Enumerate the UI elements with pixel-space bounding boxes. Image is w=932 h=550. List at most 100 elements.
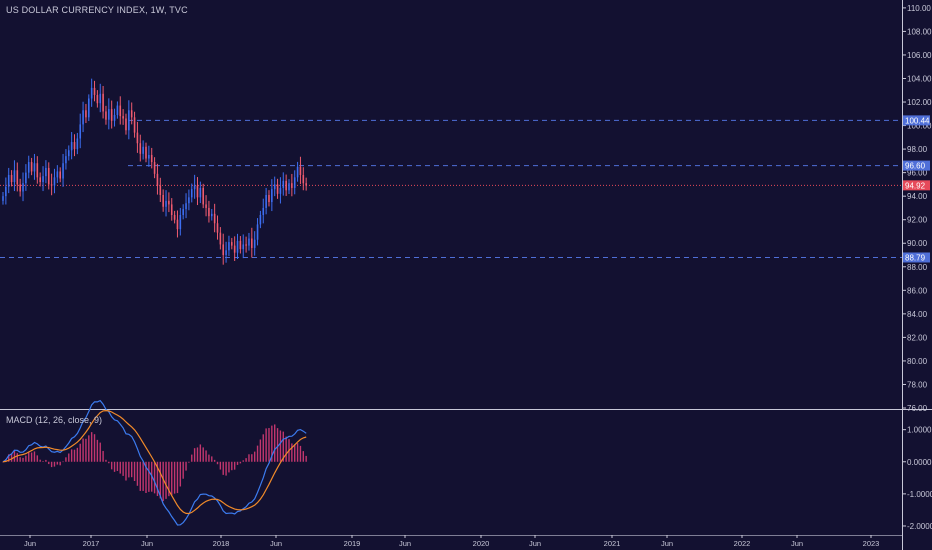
macd-histogram-bar (233, 461, 236, 470)
macd-histogram-bar (128, 461, 130, 478)
macd-histogram-bar (28, 451, 30, 462)
price-tick-label: 80.00 (907, 357, 928, 366)
macd-histogram-bar (113, 461, 116, 472)
macd-histogram-bar (79, 443, 81, 462)
macd-indicator-label[interactable]: MACD (12, 26, close, 9) (6, 415, 103, 425)
macd-histogram-bar (274, 424, 276, 462)
candle-body (185, 203, 187, 210)
macd-histogram-bar (173, 461, 176, 494)
macd-histogram-bar (302, 451, 304, 462)
candle-body (108, 109, 110, 120)
price-tick-label: 82.00 (907, 333, 928, 342)
macd-histogram-bar (231, 461, 233, 471)
candle-body (76, 138, 79, 150)
macd-histogram-bar (213, 459, 216, 462)
macd-histogram-bar (145, 461, 147, 494)
candle-body (153, 162, 156, 174)
time-tick-label: Jun (141, 539, 153, 548)
candle-body (7, 174, 10, 187)
time-tick-label: 2022 (734, 539, 751, 548)
macd-histogram-bar (216, 461, 219, 465)
candle-body (222, 244, 225, 256)
macd-histogram-bar (25, 455, 27, 462)
macd-histogram-bar (42, 461, 44, 462)
candle-body (165, 200, 167, 207)
macd-histogram-bar (82, 438, 84, 462)
last-price-tag (903, 180, 930, 191)
candle-body (228, 242, 230, 251)
macd-histogram-bar (162, 461, 164, 502)
level-tag-label: 100.44 (905, 116, 930, 125)
candle-body (242, 244, 245, 250)
candle-body (73, 142, 76, 150)
candle-body (85, 110, 87, 118)
candle-body (273, 184, 276, 190)
macd-histogram-bar (105, 459, 107, 462)
candle-body (96, 94, 99, 104)
macd-histogram-bar (253, 451, 256, 462)
macd-histogram-bar (22, 457, 24, 462)
price-tick-label: 108.00 (907, 27, 932, 36)
candle-body (56, 171, 59, 178)
candle-body (176, 219, 179, 230)
macd-histogram-bar (48, 461, 50, 465)
macd-histogram-bar (199, 444, 202, 462)
macd-histogram-bar (68, 453, 70, 462)
candle-body (173, 215, 176, 220)
time-tick-label: Jun (661, 539, 673, 548)
macd-histogram-bar (276, 428, 279, 462)
chart-title: US DOLLAR CURRENCY INDEX, 1W, TVC (6, 5, 188, 15)
macd-histogram-bar (8, 454, 10, 462)
macd-histogram-bar (259, 439, 262, 462)
macd-histogram-bar (208, 454, 210, 462)
macd-histogram-bar (156, 461, 159, 497)
macd-histogram-bar (196, 447, 199, 462)
candle-body (205, 204, 207, 208)
macd-histogram-bar (239, 461, 242, 464)
macd-histogram-bar (245, 458, 247, 462)
candle-body (148, 154, 150, 159)
macd-histogram-bar (202, 447, 204, 462)
candle-body (136, 132, 139, 144)
macd-histogram-bar (45, 459, 47, 462)
time-tick-label: 2018 (213, 539, 230, 548)
macd-histogram-bar (305, 455, 307, 462)
candle-body (225, 250, 227, 256)
candle-body (276, 184, 279, 194)
macd-histogram-bar (182, 461, 184, 479)
time-tick-label: Jun (399, 539, 411, 548)
candle-body (156, 173, 159, 186)
candle-body (113, 114, 116, 121)
candle-body (159, 185, 162, 195)
macd-tick-label: 1.0000 (907, 426, 932, 435)
candle-body (256, 224, 259, 240)
candle-body (285, 180, 287, 191)
candle-body (2, 196, 4, 201)
macd-histogram-bar (219, 461, 222, 470)
candle-body (36, 163, 39, 178)
macd-histogram-bar (96, 439, 99, 462)
macd-histogram-bar (142, 461, 144, 491)
candle-body (216, 223, 219, 233)
price-tick-label: 88.00 (907, 263, 928, 272)
price-tick-label: 78.00 (907, 380, 928, 389)
candle-body (268, 194, 270, 203)
macd-histogram-bar (279, 430, 282, 462)
macd-histogram-bar (110, 461, 113, 470)
candle-body (5, 186, 7, 197)
candle-body (199, 187, 202, 198)
candle-body (10, 174, 13, 183)
candle-body (47, 167, 50, 185)
candle-body (262, 207, 265, 216)
macd-histogram-bar (159, 461, 161, 499)
macd-histogram-bar (88, 435, 90, 462)
time-tick-label: 2023 (863, 539, 880, 548)
candle-body (288, 183, 290, 191)
macd-histogram-bar (256, 445, 259, 462)
candle-body (27, 162, 30, 173)
macd-histogram-bar (193, 448, 196, 462)
time-tick-label: 2019 (344, 539, 361, 548)
last-price-label: 94.92 (905, 181, 926, 190)
macd-histogram-bar (62, 461, 64, 463)
